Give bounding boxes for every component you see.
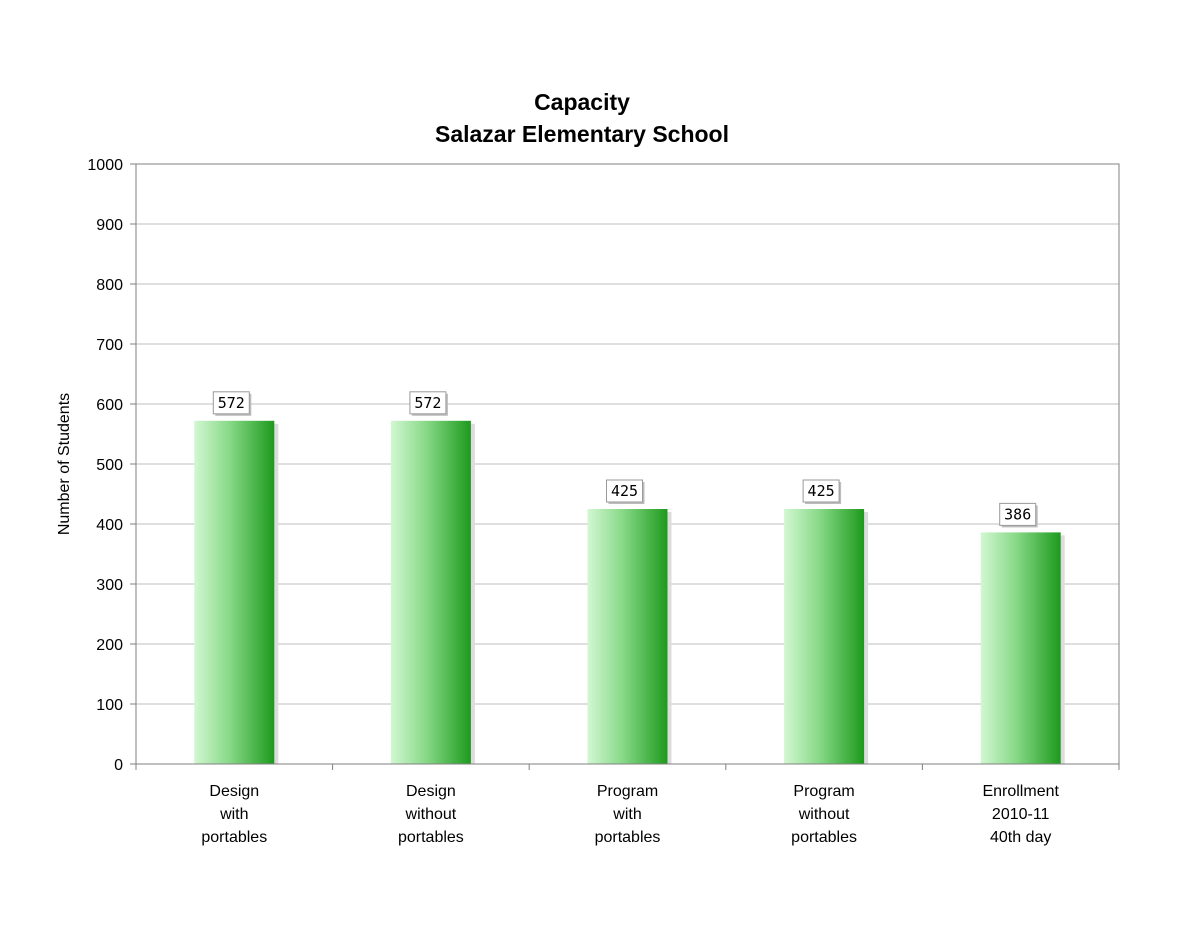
y-tick-label: 900 (96, 217, 123, 234)
x-category-label: 40th day (990, 829, 1051, 846)
y-tick-label: 800 (96, 277, 123, 294)
data-label-box (606, 479, 643, 503)
y-tick-label: 0 (114, 757, 123, 774)
data-label: 572 (218, 394, 245, 412)
x-category-label: with (612, 806, 641, 823)
y-tick-label: 500 (96, 457, 123, 474)
x-category-label: without (798, 806, 850, 823)
x-category-label: portables (201, 829, 267, 846)
x-category-label: portables (595, 829, 661, 846)
bar (784, 509, 865, 764)
y-tick-label: 700 (96, 337, 123, 354)
x-category-label: Enrollment (982, 783, 1059, 800)
bar (980, 532, 1061, 764)
data-label: 425 (808, 482, 835, 500)
data-label: 425 (611, 482, 638, 500)
data-label-box (409, 391, 447, 415)
y-tick-label: 1000 (87, 157, 123, 174)
bar (587, 509, 668, 764)
y-tick-label: 300 (96, 577, 123, 594)
data-label: 386 (1004, 505, 1031, 523)
data-label-box (212, 391, 250, 415)
bars (194, 420, 1065, 764)
x-category-label: without (405, 806, 457, 823)
y-tick-label: 100 (96, 697, 123, 714)
x-category-label: portables (791, 829, 857, 846)
x-category-label: Design (406, 783, 456, 800)
chart-title-line-2: Salazar Elementary School (435, 121, 729, 147)
x-category-label: Design (209, 783, 259, 800)
data-labels: 572 572 425 425 386 (212, 391, 1038, 528)
y-tick-labels: 0 100 200 300 400 500 600 700 800 900 1000 (87, 157, 136, 774)
category-labels: Design with portables Design without portable… (201, 783, 1059, 846)
y-tick-label: 400 (96, 517, 123, 534)
bar (194, 420, 275, 764)
x-category-label: Program (597, 783, 658, 800)
x-category-label: with (219, 806, 248, 823)
data-label-box (999, 502, 1037, 526)
x-category-label: Program (793, 783, 854, 800)
x-category-label: portables (398, 829, 464, 846)
bar (390, 420, 471, 764)
y-tick-label: 600 (96, 397, 123, 414)
data-label: 572 (414, 394, 441, 412)
data-label-box (802, 479, 840, 503)
y-tick-label: 200 (96, 637, 123, 654)
chart-title-line-1: Capacity (534, 89, 630, 115)
x-category-label: 2010-11 (992, 806, 1050, 823)
y-axis-title: Number of Students (56, 393, 73, 535)
